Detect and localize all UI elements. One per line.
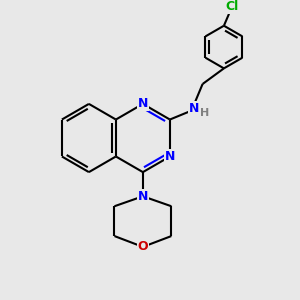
- Text: N: N: [189, 102, 199, 115]
- Text: N: N: [165, 150, 175, 163]
- Text: N: N: [138, 190, 148, 203]
- Text: H: H: [200, 108, 209, 118]
- Text: N: N: [138, 98, 148, 110]
- Text: Cl: Cl: [225, 0, 239, 13]
- Text: O: O: [138, 240, 148, 254]
